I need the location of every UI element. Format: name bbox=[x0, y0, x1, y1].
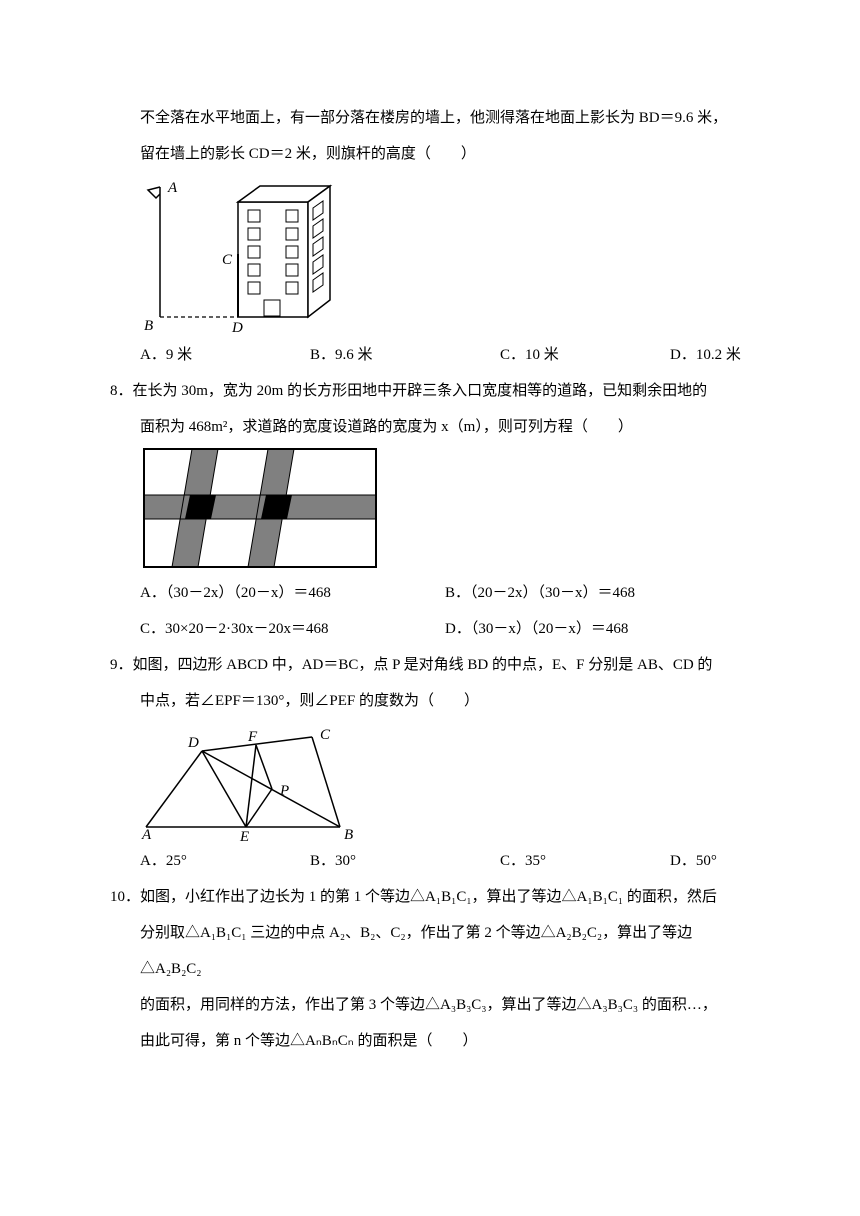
q7-options: A．9 米 B．9.6 米 C．10 米 D．10.2 米 bbox=[110, 337, 750, 373]
q8-figure bbox=[110, 445, 750, 575]
q9-figure: A B E D C F P bbox=[110, 719, 750, 843]
svg-text:F: F bbox=[247, 729, 258, 745]
q8-number: 8． bbox=[110, 383, 133, 399]
q8-line1: 8．在长为 30m，宽为 20m 的长方形田地中开辟三条入口宽度相等的道路，已知… bbox=[110, 373, 750, 409]
svg-text:C: C bbox=[222, 252, 233, 268]
q7-option-b: B．9.6 米 bbox=[310, 337, 500, 373]
svg-text:A: A bbox=[141, 827, 152, 843]
q10-number: 10． bbox=[110, 889, 140, 905]
q10-text1: 如图，小红作出了边长为 1 的第 1 个等边△A₁B₁C₁，算出了等边△A₁B₁… bbox=[140, 889, 717, 905]
q9-option-d: D．50° bbox=[670, 843, 717, 879]
q7-figure: A B C D bbox=[110, 172, 750, 337]
q10-line3: 的面积，用同样的方法，作出了第 3 个等边△A₃B₃C₃，算出了等边△A₃B₃C… bbox=[110, 987, 750, 1023]
svg-text:A: A bbox=[167, 180, 178, 196]
svg-text:B: B bbox=[344, 827, 353, 843]
svg-text:D: D bbox=[231, 320, 243, 336]
q8-option-d: D．（30－x）（20－x）＝468 bbox=[445, 611, 750, 647]
q9-line2: 中点，若∠EPF＝130°，则∠PEF 的度数为（ ） bbox=[110, 683, 750, 719]
q10-line4: 由此可得，第 n 个等边△AₙBₙCₙ 的面积是（ ） bbox=[110, 1023, 750, 1059]
q8-option-c: C．30×20－2·30x－20x＝468 bbox=[140, 611, 445, 647]
svg-text:B: B bbox=[144, 318, 153, 334]
q10-line1: 10．如图，小红作出了边长为 1 的第 1 个等边△A₁B₁C₁，算出了等边△A… bbox=[110, 879, 750, 915]
q9-number: 9． bbox=[110, 657, 133, 673]
svg-text:P: P bbox=[279, 783, 289, 799]
q9-line1: 9．如图，四边形 ABCD 中，AD＝BC，点 P 是对角线 BD 的中点，E、… bbox=[110, 647, 750, 683]
q8-option-b: B．（20－2x）（30－x）＝468 bbox=[445, 575, 750, 611]
q9-options: A．25° B．30° C．35° D．50° bbox=[110, 843, 750, 879]
q8-text1: 在长为 30m，宽为 20m 的长方形田地中开辟三条入口宽度相等的道路，已知剩余… bbox=[133, 383, 708, 399]
q7-cont-line2: 留在墙上的影长 CD＝2 米，则旗杆的高度（ ） bbox=[110, 136, 750, 172]
q7-cont-line1: 不全落在水平地面上，有一部分落在楼房的墙上，他测得落在地面上影长为 BD＝9.6… bbox=[110, 100, 750, 136]
q8-option-a: A．（30－2x）（20－x）＝468 bbox=[140, 575, 445, 611]
svg-text:C: C bbox=[320, 727, 331, 743]
q7-option-c: C．10 米 bbox=[500, 337, 670, 373]
q9-option-b: B．30° bbox=[310, 843, 500, 879]
svg-text:D: D bbox=[187, 735, 199, 751]
svg-text:E: E bbox=[239, 829, 249, 843]
q7-option-d: D．10.2 米 bbox=[670, 337, 741, 373]
q9-text1: 如图，四边形 ABCD 中，AD＝BC，点 P 是对角线 BD 的中点，E、F … bbox=[133, 657, 713, 673]
q8-options: A．（30－2x）（20－x）＝468 B．（20－2x）（30－x）＝468 … bbox=[110, 575, 750, 647]
q10-line2: 分别取△A₁B₁C₁ 三边的中点 A₂、B₂、C₂，作出了第 2 个等边△A₂B… bbox=[110, 915, 750, 987]
q9-option-a: A．25° bbox=[140, 843, 310, 879]
q8-line2: 面积为 468m²，求道路的宽度设道路的宽度为 x（m），则可列方程（ ） bbox=[110, 409, 750, 445]
q9-option-c: C．35° bbox=[500, 843, 670, 879]
q7-option-a: A．9 米 bbox=[140, 337, 310, 373]
